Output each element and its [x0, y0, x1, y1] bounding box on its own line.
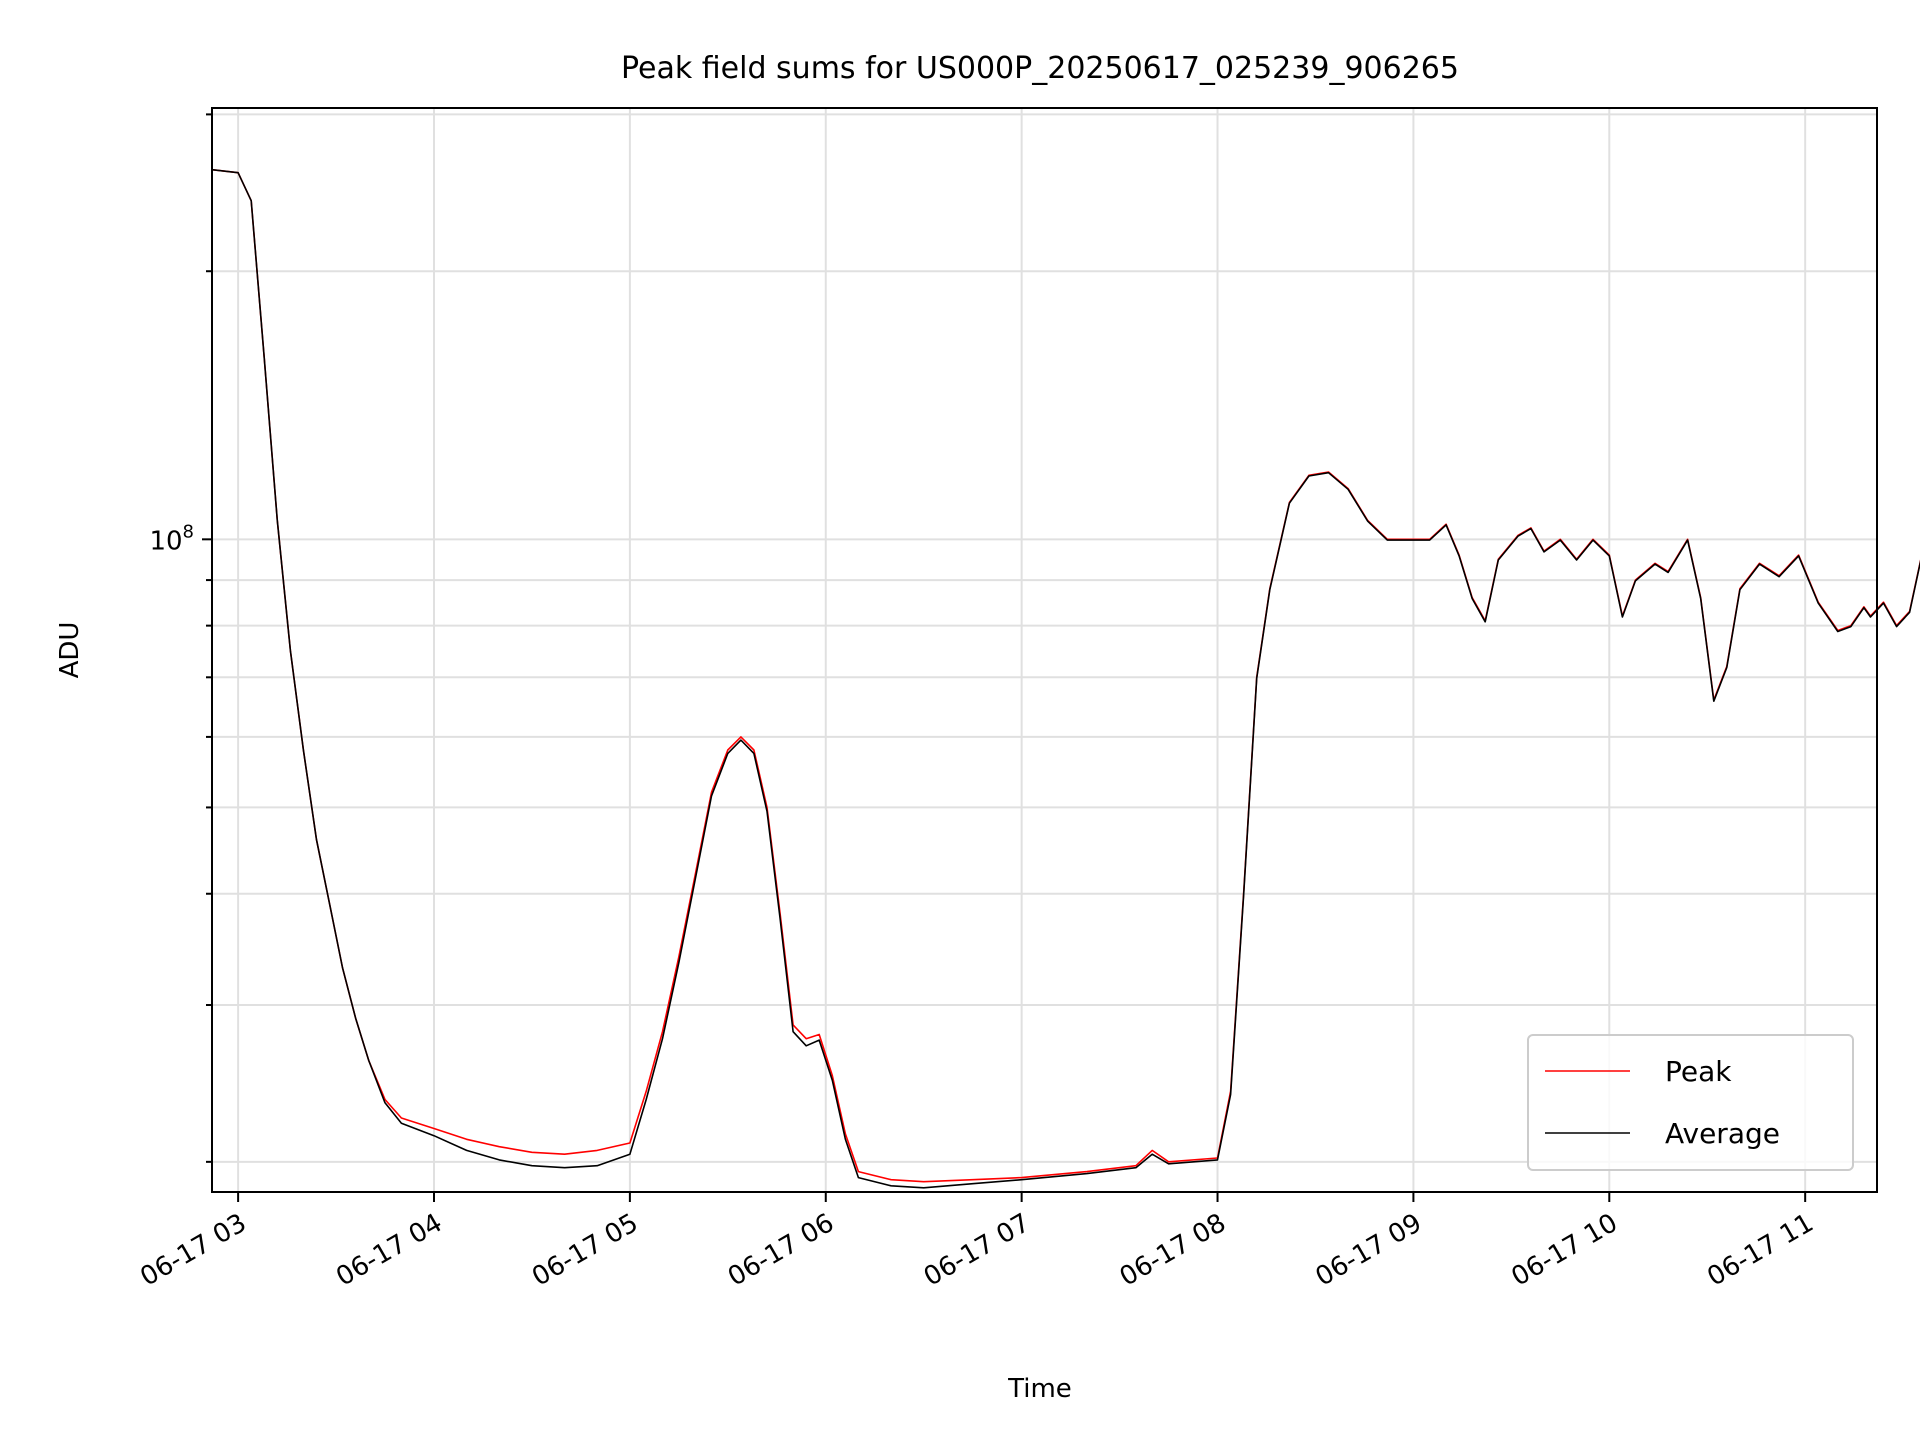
legend-label-peak: Peak: [1665, 1055, 1732, 1088]
x-tick-label: 06-17 10: [1507, 1208, 1623, 1292]
x-tick-label: 06-17 11: [1702, 1208, 1818, 1292]
x-tick-label: 06-17 07: [919, 1208, 1035, 1292]
x-tick-label: 06-17 09: [1311, 1208, 1427, 1292]
x-tick-label: 06-17 08: [1115, 1208, 1231, 1292]
series-line-average: [211, 168, 1920, 1189]
grid: [212, 108, 1877, 1192]
legend: Peak Average: [1527, 1034, 1854, 1171]
legend-box: [1527, 1034, 1854, 1171]
x-axis-ticks: 06-17 03 06-17 04 06-17 05 06-17 06 06-17 07…: [135, 1192, 1819, 1293]
chart-title: Peak field sums for US000P_20250617_0252…: [621, 51, 1459, 86]
x-axis-label: Time: [1007, 1374, 1072, 1404]
legend-label-average: Average: [1665, 1117, 1780, 1150]
y-axis-ticks: 108: [149, 113, 212, 1163]
x-tick-label: 06-17 06: [723, 1208, 839, 1292]
y-tick-label: 108: [149, 521, 194, 556]
series-layer: [211, 168, 1920, 1189]
x-tick-label: 06-17 05: [527, 1208, 643, 1292]
series-line-peak: [211, 168, 1920, 1183]
y-axis-label: ADU: [55, 622, 85, 679]
x-tick-label: 06-17 03: [135, 1208, 251, 1292]
plot-frame: [211, 107, 1878, 1193]
x-tick-label: 06-17 04: [331, 1208, 447, 1292]
